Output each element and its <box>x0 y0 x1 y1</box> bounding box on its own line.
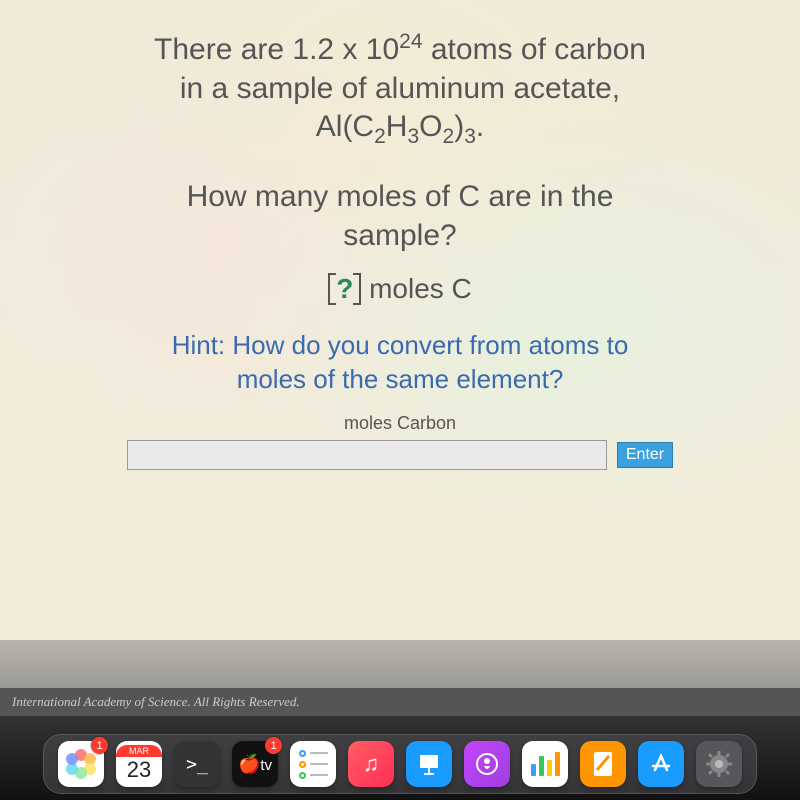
calendar-app-icon[interactable]: MAR 23 <box>116 741 162 787</box>
hint-text: Hint: How do you convert from atoms to m… <box>60 329 740 397</box>
answer-bracket: ? <box>328 273 361 305</box>
tv-app-icon[interactable]: 🍎tv 1 <box>232 741 278 787</box>
badge: 1 <box>265 737 282 754</box>
keynote-app-icon[interactable] <box>406 741 452 787</box>
podcasts-app-icon[interactable] <box>464 741 510 787</box>
answer-placeholder-row: ? moles C <box>60 273 740 305</box>
text: in a sample of aluminum acetate, <box>180 72 620 105</box>
pages-app-icon[interactable] <box>580 741 626 787</box>
appstore-app-icon[interactable] <box>638 741 684 787</box>
answer-unit: moles C <box>361 273 471 304</box>
calendar-day: 23 <box>127 757 151 783</box>
terminal-app-icon[interactable]: >_ <box>174 741 220 787</box>
text: atoms of carbon <box>423 33 646 66</box>
chemical-formula: Al(C2H3O2)3. <box>60 110 740 149</box>
dock: 1 MAR 23 >_ 🍎tv 1 ♫ <box>43 734 757 794</box>
exponent: 24 <box>399 30 422 53</box>
copyright-footer: International Academy of Science. All Ri… <box>0 688 800 716</box>
question-line-1: There are 1.2 x 1024 atoms of carbon in … <box>60 28 740 108</box>
question-panel: There are 1.2 x 1024 atoms of carbon in … <box>0 0 800 640</box>
calendar-month: MAR <box>116 745 162 757</box>
photos-app-icon[interactable]: 1 <box>58 741 104 787</box>
numbers-app-icon[interactable] <box>522 741 568 787</box>
settings-app-icon[interactable] <box>696 741 742 787</box>
music-app-icon[interactable]: ♫ <box>348 741 394 787</box>
macos-dock-area: 1 MAR 23 >_ 🍎tv 1 ♫ <box>0 716 800 800</box>
badge: 1 <box>91 737 108 754</box>
text: There are 1.2 x 10 <box>154 33 399 66</box>
question-line-2: How many moles of C are in the sample? <box>60 177 740 255</box>
question-mark-icon: ? <box>336 273 353 304</box>
reminders-app-icon[interactable] <box>290 741 336 787</box>
enter-button[interactable]: Enter <box>617 442 673 468</box>
input-label: moles Carbon <box>60 413 740 434</box>
answer-input[interactable] <box>127 440 607 470</box>
input-row: Enter <box>60 440 740 470</box>
